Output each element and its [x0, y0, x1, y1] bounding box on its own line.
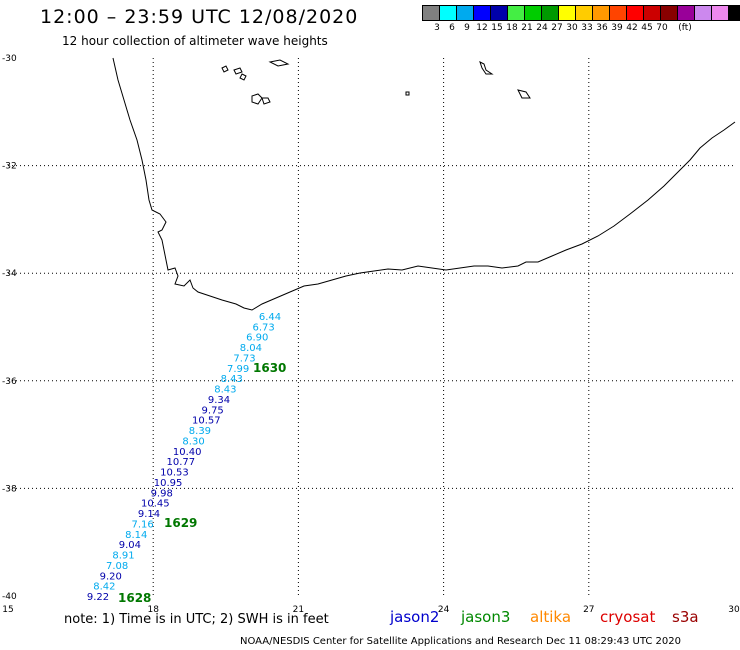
scale-label: 15	[491, 23, 503, 33]
lon-tick-label: 21	[293, 605, 304, 615]
lon-tick-label: 27	[583, 605, 594, 615]
lat-tick-label: -40	[2, 592, 17, 602]
wave-height-value: 9.20	[100, 571, 122, 582]
scale-label: 24	[536, 23, 548, 33]
lon-tick-label: 15	[2, 605, 13, 615]
map-grid: 15 18 21 24 27 30 -30 -32 -34 -36 -38 -40	[2, 54, 740, 615]
wave-height-value: 7.73	[233, 353, 255, 364]
wave-height-value: 10.40	[173, 447, 202, 458]
wave-height-value: 7.99	[227, 364, 249, 375]
scale-label: 70	[656, 23, 668, 33]
scale-label: 6	[449, 23, 455, 33]
scale-label: 27	[551, 23, 563, 33]
wave-height-value: 8.04	[240, 343, 262, 354]
track-time-label: 1629	[164, 516, 197, 530]
wave-height-value: 9.98	[151, 488, 173, 499]
island-4	[251, 93, 263, 105]
footer-note: note: 1) Time is in UTC; 2) SWH is in fe…	[64, 612, 329, 627]
wave-height-value: 9.22	[87, 592, 109, 603]
scale-label: 45	[641, 23, 653, 33]
scale-label: 36	[596, 23, 608, 33]
scale-label: 18	[506, 23, 518, 33]
scale-label: 3	[434, 23, 440, 33]
scale-label: 9	[464, 23, 470, 33]
wave-height-value: 9.14	[138, 509, 160, 520]
map-title: 12:00 – 23:59 UTC 12/08/2020	[40, 6, 359, 28]
wave-height-value: 8.43	[214, 385, 236, 396]
satellite-jason2: jason2	[390, 608, 440, 626]
island-6	[268, 59, 290, 67]
scale-box-18	[728, 5, 740, 21]
island-1	[221, 65, 229, 73]
altimeter-track: 6.446.736.908.047.737.998.438.439.349.75…	[87, 312, 281, 603]
scale-labels: 3 6 9 12 15 18 21 24 27 30 33 36 39 42 45 70 (ft)	[422, 21, 740, 35]
lat-tick-label: -38	[2, 484, 17, 494]
scale-label: 21	[521, 23, 533, 33]
wave-height-value: 8.39	[189, 426, 211, 437]
coastline	[112, 57, 736, 311]
wave-height-value: 6.44	[259, 312, 281, 323]
wave-height-value: 10.95	[154, 478, 183, 489]
wave-height-value: 10.77	[166, 457, 195, 468]
lat-tick-label: -32	[2, 162, 17, 172]
lon-tick-label: 24	[438, 605, 450, 615]
wave-height-value: 8.91	[112, 551, 134, 562]
island-9	[517, 89, 531, 99]
lon-tick-label: 30	[728, 605, 740, 615]
wave-height-value: 9.34	[208, 395, 230, 406]
satellite-cryosat: cryosat	[600, 608, 656, 626]
satellite-s3a: s3a	[672, 608, 699, 626]
wave-height-value: 6.90	[246, 333, 268, 344]
lat-tick-label: -34	[2, 269, 17, 279]
island-7	[479, 61, 494, 75]
wave-height-value: 8.42	[93, 582, 115, 593]
scale-label: 30	[566, 23, 578, 33]
scale-label: 39	[611, 23, 623, 33]
wave-height-value: 6.73	[252, 322, 274, 333]
wave-height-value: 8.30	[182, 436, 204, 447]
wave-height-value: 8.43	[221, 374, 243, 385]
wave-height-value: 8.14	[125, 530, 147, 541]
wave-height-value: 9.04	[119, 540, 141, 551]
scale-label: 12	[476, 23, 488, 33]
lat-tick-label: -36	[2, 377, 17, 387]
wave-height-value: 10.45	[141, 499, 170, 510]
wave-height-color-scale: 3 6 9 12 15 18 21 24 27 30 33 36 39 42 45 70 (ft)	[422, 5, 740, 35]
scale-label: 33	[581, 23, 593, 33]
track-time-label: 1630	[253, 361, 286, 375]
track-time-label: 1628	[118, 591, 151, 605]
wave-height-value: 10.53	[160, 468, 189, 479]
satellite-altika: altika	[530, 608, 572, 626]
lat-tick-label: -30	[2, 54, 17, 64]
island-5	[261, 97, 271, 105]
island-3	[239, 73, 247, 81]
credit-line: NOAA/NESDIS Center for Satellite Applica…	[240, 636, 682, 647]
satellite-jason3: jason3	[461, 608, 511, 626]
island-2	[233, 67, 243, 75]
wave-height-value: 10.57	[192, 416, 221, 427]
coastline-south-africa	[112, 57, 736, 311]
lon-tick-label: 18	[147, 605, 159, 615]
scale-color-boxes	[422, 5, 740, 21]
island-8	[405, 91, 410, 96]
wave-height-value: 7.08	[106, 561, 128, 572]
track-time-labels: 1630 1629 1628	[118, 361, 286, 605]
scale-label: 42	[626, 23, 638, 33]
wave-height-value: 9.75	[202, 405, 224, 416]
wave-height-value: 7.16	[131, 519, 153, 530]
scale-label: (ft)	[678, 23, 692, 33]
map-subtitle: 12 hour collection of altimeter wave hei…	[62, 34, 328, 48]
